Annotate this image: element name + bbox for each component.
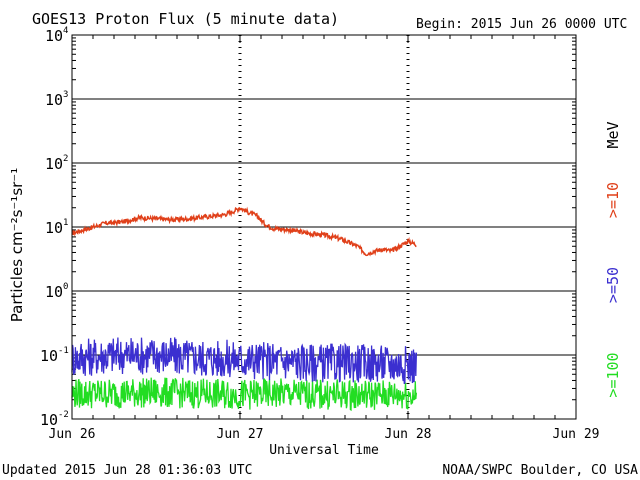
footer-updated: Updated 2015 Jun 28 01:36:03 UTC (2, 463, 252, 478)
y-tick-label: 10 4 (45, 26, 68, 45)
right-legend: >=10 MeV >=50 >=100 (604, 121, 622, 397)
legend-label: >=50 (604, 267, 622, 303)
y-tick-base: 10 (45, 27, 63, 45)
y-tick-label: 10 2 (45, 154, 68, 173)
y-tick-base: 10 (40, 347, 58, 365)
y-tick-base: 10 (45, 155, 63, 173)
y-tick-base: 10 (45, 283, 63, 301)
y-tick-exponent: 2 (63, 154, 68, 164)
x-axis-label: Universal Time (269, 443, 379, 458)
y-axis-label: Particles cm⁻²s⁻¹sr⁻¹ (8, 168, 26, 322)
legend-label: >=10 (604, 182, 622, 218)
y-tick-base: 10 (45, 91, 63, 109)
y-tick-label: 10 1 (45, 218, 68, 237)
series-layer (71, 206, 418, 412)
y-tick-label: 10 -1 (40, 346, 69, 365)
legend-label: MeV (604, 121, 622, 148)
footer-credit: NOAA/SWPC Boulder, CO USA (442, 463, 638, 478)
legend-label: >=100 (604, 352, 622, 397)
series-line (71, 206, 417, 257)
x-tick-label: Jun 29 (553, 427, 600, 442)
y-tick-exponent: 1 (63, 218, 68, 228)
y-tick-exponent: 4 (63, 26, 68, 36)
x-tick-label: Jun 26 (49, 427, 96, 442)
y-tick-exponent: -1 (58, 346, 69, 356)
y-tick-label: 10 3 (45, 90, 68, 109)
y-tick-exponent: 3 (63, 90, 68, 100)
y-tick-base: 10 (45, 219, 63, 237)
chart-title: GOES13 Proton Flux (5 minute data) (32, 10, 339, 28)
y-tick-base: 10 (40, 411, 58, 429)
y-tick-label: 10 -2 (40, 410, 69, 429)
x-tick-label: Jun 27 (217, 427, 264, 442)
x-tick-labels: Jun 26 Jun 27 Jun 28 Jun 29 (49, 427, 600, 442)
y-tick-exponent: 0 (63, 282, 68, 292)
y-tick-label: 10 0 (45, 282, 68, 301)
series-line (71, 377, 418, 412)
begin-label: Begin: 2015 Jun 26 0000 UTC (416, 17, 627, 32)
x-tick-label: Jun 28 (385, 427, 432, 442)
plot-frame (71, 34, 577, 420)
series-line (71, 337, 418, 385)
y-tick-exponent: -2 (58, 410, 69, 420)
